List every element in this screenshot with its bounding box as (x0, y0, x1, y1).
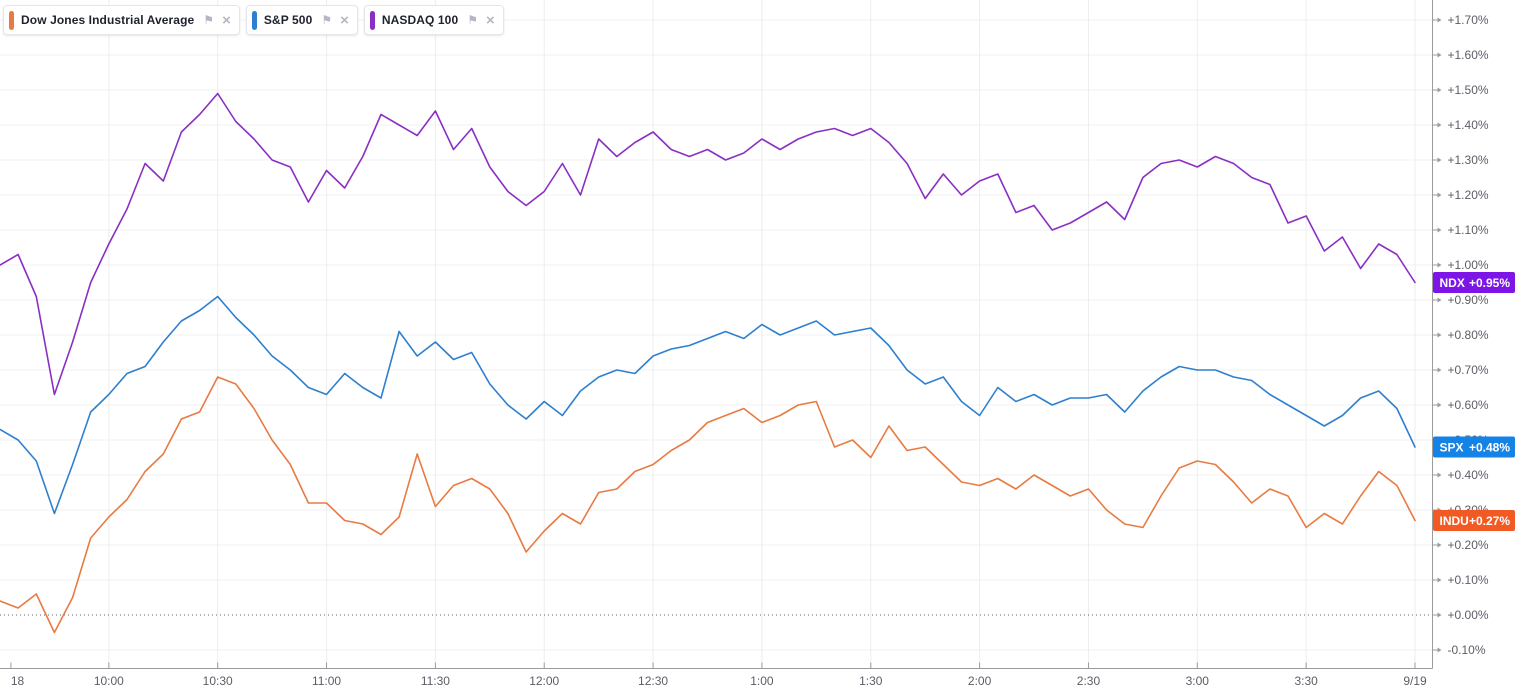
series-label: S&P 500 (263, 13, 313, 27)
price-badge-change: +0.27% (1469, 514, 1510, 528)
y-tick-arrow-icon (1437, 577, 1442, 583)
y-axis-label: +0.80% (1448, 328, 1489, 342)
y-axis-label: +1.20% (1448, 188, 1489, 202)
y-axis-label: -0.10% (1448, 643, 1486, 657)
x-axis-label: 1:30 (859, 674, 883, 688)
legend-chip[interactable]: S&P 500 ⚑ × (245, 5, 358, 35)
y-axis-label: +1.10% (1448, 223, 1489, 237)
y-axis-label: +1.60% (1448, 48, 1489, 62)
x-axis-label: 3:00 (1186, 674, 1210, 688)
y-tick-arrow-icon (1437, 542, 1442, 548)
x-axis-label: 18 (11, 674, 25, 688)
close-icon[interactable]: × (340, 11, 349, 29)
series-line-spx[interactable] (0, 295, 1416, 515)
price-badge-bg (1433, 436, 1515, 458)
price-badge-symbol: NDX (1440, 276, 1465, 290)
price-badge-symbol: INDU (1440, 514, 1469, 528)
price-badge-bg (1433, 272, 1515, 293)
x-axis-label: 11:30 (421, 674, 450, 688)
y-axis-label: +0.10% (1448, 573, 1489, 587)
y-tick-arrow-icon (1437, 17, 1442, 23)
x-axis-label: 2:00 (968, 674, 992, 688)
y-tick-arrow-icon (1437, 227, 1442, 233)
price-badge-bg (1433, 510, 1515, 531)
legend-chip[interactable]: NASDAQ 100 ⚑ × (363, 5, 504, 35)
y-axis-label: +1.70% (1448, 13, 1489, 27)
y-axis-label: +1.30% (1448, 153, 1489, 167)
price-badge-change: +0.48% (1469, 441, 1510, 455)
legend: Dow Jones Industrial Average ⚑ × S&P 500 ⚑ × N… (3, 5, 504, 35)
y-axis-label: +0.00% (1448, 608, 1489, 622)
y-axis-label: +0.90% (1448, 293, 1489, 307)
y-tick-arrow-icon (1437, 157, 1442, 163)
y-axis-label: +0.40% (1448, 468, 1489, 482)
y-axis-label: +1.00% (1448, 258, 1489, 272)
series-label: NASDAQ 100 (381, 13, 459, 27)
price-badge-indu: INDU +0.27% (1433, 510, 1515, 531)
y-tick-arrow-icon (1437, 472, 1442, 478)
series-color-bar (251, 10, 257, 30)
x-axis-label: 3:30 (1294, 674, 1318, 688)
y-axis-label: +1.40% (1448, 118, 1489, 132)
y-tick-arrow-icon (1437, 122, 1442, 128)
y-tick-arrow-icon (1437, 262, 1442, 268)
flag-icon[interactable]: ⚑ (467, 13, 478, 27)
x-axis-label: 12:30 (638, 674, 668, 688)
flag-icon[interactable]: ⚑ (203, 13, 215, 27)
series-line-ndx[interactable] (0, 92, 1416, 396)
y-tick-arrow-icon (1437, 87, 1442, 93)
y-tick-arrow-icon (1437, 297, 1442, 303)
y-tick-arrow-icon (1437, 192, 1442, 198)
price-badge-ndx: NDX +0.95% (1433, 272, 1515, 293)
close-icon[interactable]: × (222, 11, 231, 29)
x-axis-label: 12:00 (529, 674, 559, 688)
price-badge-spx: SPX +0.48% (1433, 436, 1515, 458)
y-axis-label: +0.20% (1448, 538, 1489, 552)
x-axis-label: 11:00 (312, 674, 341, 688)
price-badge-symbol: SPX (1440, 441, 1464, 455)
close-icon[interactable]: × (486, 11, 495, 29)
y-axis-label: +0.60% (1448, 398, 1489, 412)
y-tick-arrow-icon (1437, 402, 1442, 408)
x-axis-label: 1:00 (750, 674, 774, 688)
x-axis-label: 10:30 (203, 674, 233, 688)
y-axis-label: +0.70% (1448, 363, 1489, 377)
x-axis-label: 2:30 (1077, 674, 1101, 688)
y-tick-arrow-icon (1437, 332, 1442, 338)
y-axis-label: +1.50% (1448, 83, 1489, 97)
series-color-bar (369, 10, 375, 30)
series-line-indu[interactable] (0, 376, 1416, 634)
y-tick-arrow-icon (1437, 52, 1442, 58)
x-axis-label: 9/19 (1403, 674, 1427, 688)
flag-icon[interactable]: ⚑ (321, 13, 333, 27)
price-badge-change: +0.95% (1469, 276, 1510, 290)
legend-chip[interactable]: Dow Jones Industrial Average ⚑ × (3, 5, 240, 35)
y-tick-arrow-icon (1437, 612, 1442, 618)
series-label: Dow Jones Industrial Average (21, 13, 195, 27)
y-tick-arrow-icon (1437, 367, 1442, 373)
series-color-bar (9, 10, 14, 30)
x-axis-label: 10:00 (94, 674, 124, 688)
y-tick-arrow-icon (1437, 647, 1442, 653)
